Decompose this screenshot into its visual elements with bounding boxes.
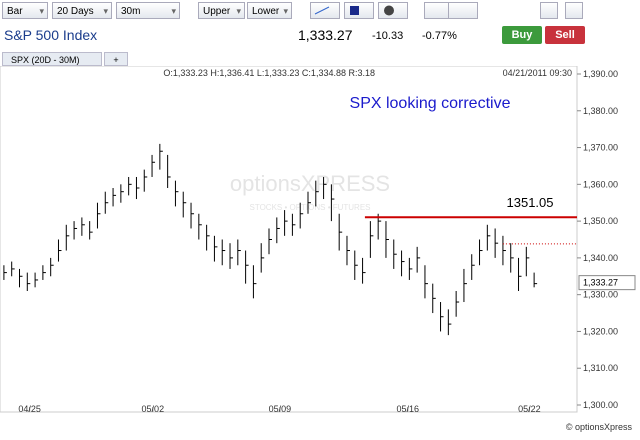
add-tab[interactable]: + <box>104 52 128 66</box>
color-tool[interactable] <box>344 2 374 19</box>
change: -10.33 <box>372 30 404 42</box>
resistance-label: 1351.05 <box>507 195 554 210</box>
interval-select[interactable]: 30m <box>116 2 180 20</box>
y-tick-label: 1,370.00 <box>583 143 618 153</box>
period-select[interactable]: 20 Days <box>52 2 112 20</box>
y-tick-label: 1,360.00 <box>583 179 618 189</box>
x-tick-label: 05/02 <box>142 404 165 414</box>
symbol-name: S&P 500 Index <box>4 27 98 43</box>
chart-tab[interactable]: SPX (20D - 30M) <box>2 52 102 66</box>
y-tick-label: 1,310.00 <box>583 363 618 373</box>
upper-select[interactable]: Upper <box>198 2 245 20</box>
last-price-label: 1,333.27 <box>583 278 618 288</box>
draw-tool[interactable] <box>310 2 340 19</box>
x-tick-label: 04/25 <box>18 404 41 414</box>
x-tick-label: 05/09 <box>269 404 292 414</box>
icon-square <box>350 6 359 15</box>
chart: O:1,333.23 H:1,336.41 L:1,333.23 C:1,334… <box>0 66 636 432</box>
icon-circle <box>384 5 394 16</box>
lower-select[interactable]: Lower <box>247 2 292 20</box>
ohlc-readout: O:1,333.23 H:1,336.41 L:1,333.23 C:1,334… <box>163 68 375 78</box>
change-percent: -0.77% <box>422 30 457 42</box>
plot-area <box>0 66 578 413</box>
y-tick-label: 1,380.00 <box>583 106 618 116</box>
timestamp: 04/21/2011 09:30 <box>503 68 572 78</box>
icon-line <box>314 6 330 15</box>
y-tick-label: 1,300.00 <box>583 400 618 410</box>
last-price-tag <box>578 275 636 291</box>
x-tick-label: 05/22 <box>518 404 541 414</box>
icon <box>384 5 394 16</box>
y-tick-label: 1,390.00 <box>583 69 618 79</box>
icon <box>350 6 359 15</box>
save-tool[interactable] <box>448 2 478 19</box>
x-tick-label: 05/16 <box>397 404 420 414</box>
delete-tool[interactable] <box>378 2 408 19</box>
y-tick-label: 1,350.00 <box>583 216 618 226</box>
sell-button[interactable]: Sell <box>545 26 585 44</box>
annotation: SPX looking corrective <box>350 95 511 112</box>
last-price: 1,333.27 <box>298 27 353 43</box>
chart-type-select[interactable]: Bar <box>2 2 48 20</box>
copyright: © optionsXpress <box>566 422 633 432</box>
buy-button[interactable]: Buy <box>502 26 542 44</box>
export-tool[interactable] <box>565 2 583 19</box>
y-tick-label: 1,330.00 <box>583 290 618 300</box>
y-tick-label: 1,340.00 <box>583 253 618 263</box>
layout-tool[interactable] <box>540 2 558 19</box>
y-tick-label: 1,320.00 <box>583 326 618 336</box>
watermark-tagline: STOCKS • OPTIONS • FUTURES <box>249 203 370 212</box>
icon <box>314 6 330 15</box>
watermark: optionsXPRESS <box>230 171 390 196</box>
